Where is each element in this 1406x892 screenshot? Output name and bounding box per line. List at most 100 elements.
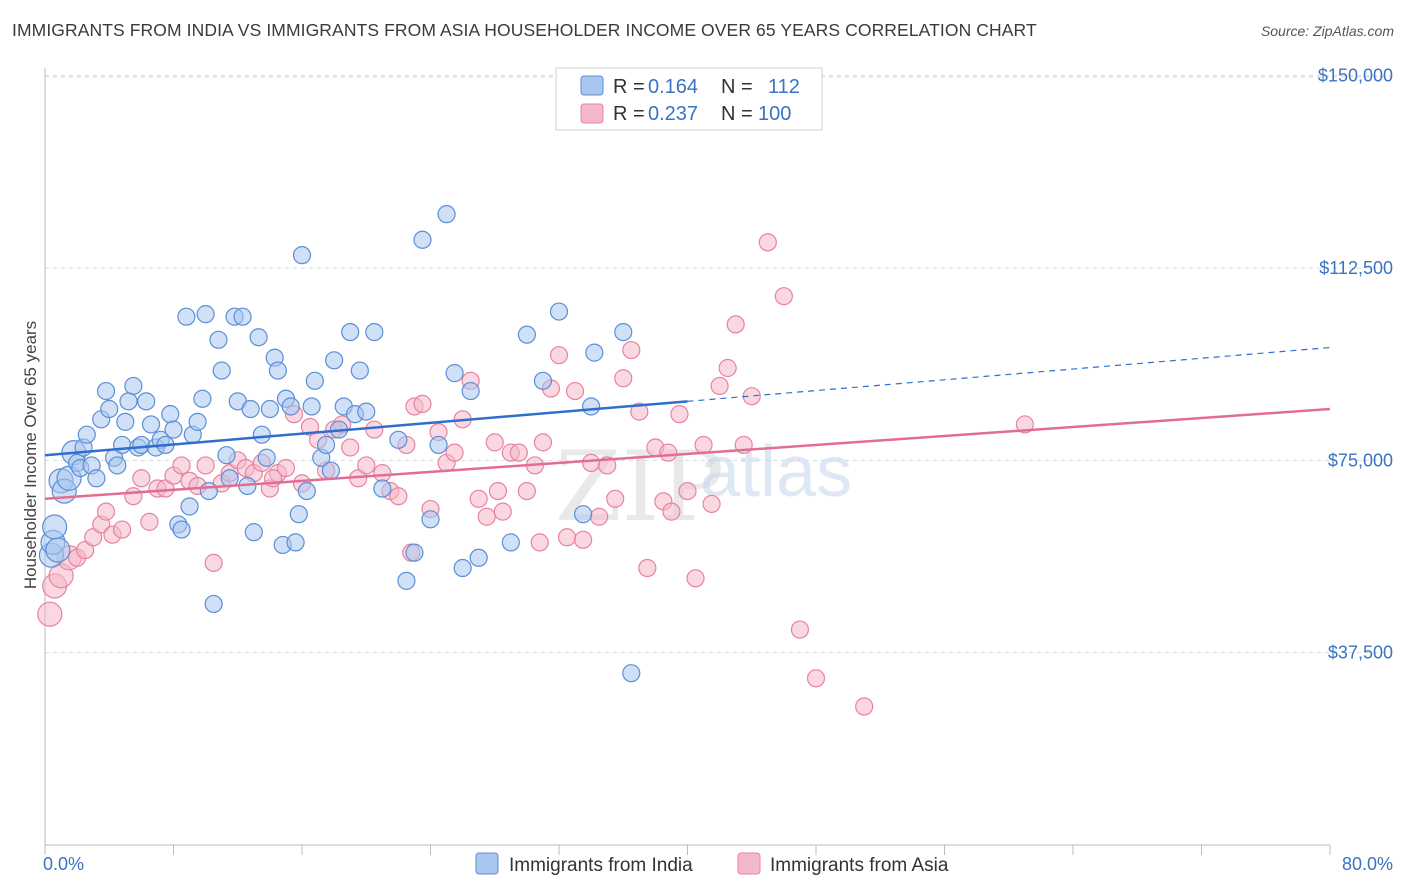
point-india-63 xyxy=(292,246,312,265)
point-asia-54 xyxy=(469,489,488,508)
point-india-3 xyxy=(45,537,71,563)
point-asia-51 xyxy=(445,443,464,462)
point-india-48 xyxy=(233,307,252,326)
point-india-13 xyxy=(87,469,106,488)
point-asia-89 xyxy=(758,233,777,252)
grid-lines xyxy=(45,75,1390,654)
point-india-80 xyxy=(397,571,416,590)
bottom-legend-swatch-asia xyxy=(737,852,761,875)
point-asia-81 xyxy=(686,569,705,588)
point-india-66 xyxy=(305,371,324,390)
point-india-97 xyxy=(614,322,633,342)
axes xyxy=(44,68,1331,855)
point-india-15 xyxy=(96,381,116,401)
point-asia-85 xyxy=(718,358,737,378)
point-india-87 xyxy=(453,558,472,578)
y-axis-label: Householder Income Over 65 years xyxy=(21,321,40,589)
point-india-51 xyxy=(244,523,263,542)
point-india-18 xyxy=(108,456,127,475)
point-india-68 xyxy=(316,435,336,455)
bottom-legend: Immigrants from India Immigrants from As… xyxy=(475,852,949,876)
series-india-points xyxy=(38,205,641,683)
point-asia-72 xyxy=(614,369,633,388)
legend-n-label-asia: N = xyxy=(721,103,753,125)
point-india-34 xyxy=(177,307,196,326)
y-tick-label-0: $37,500 xyxy=(1328,643,1393,663)
point-asia-11 xyxy=(124,487,143,506)
point-india-61 xyxy=(286,533,305,552)
point-india-55 xyxy=(260,399,279,419)
point-asia-90 xyxy=(774,287,793,306)
point-asia-12 xyxy=(132,469,151,488)
point-india-31 xyxy=(164,420,183,439)
point-india-62 xyxy=(289,505,308,524)
point-india-38 xyxy=(193,389,212,408)
point-india-25 xyxy=(137,392,156,411)
point-asia-64 xyxy=(549,346,569,365)
series-asia-points xyxy=(37,233,1034,716)
point-india-52 xyxy=(249,328,268,347)
point-india-22 xyxy=(124,376,143,396)
point-india-57 xyxy=(268,361,288,380)
point-asia-60 xyxy=(517,481,536,501)
point-india-42 xyxy=(209,330,228,349)
point-asia-42 xyxy=(373,464,392,483)
point-india-21 xyxy=(119,392,138,411)
point-asia-79 xyxy=(670,405,689,424)
point-asia-21 xyxy=(204,553,223,573)
point-india-26 xyxy=(141,415,161,434)
bottom-legend-label-asia: Immigrants from Asia xyxy=(770,855,949,876)
point-india-16 xyxy=(100,399,119,419)
legend: R = 0.164 N = 112 R = 0.237 N = 100 xyxy=(555,67,823,131)
point-india-96 xyxy=(585,343,604,362)
point-asia-99 xyxy=(488,481,508,501)
point-asia-66 xyxy=(565,381,585,401)
point-asia-6 xyxy=(84,528,103,547)
point-asia-74 xyxy=(630,402,649,421)
trend-line-india-extension xyxy=(687,346,1331,402)
point-india-91 xyxy=(517,325,536,344)
point-asia-86 xyxy=(726,315,745,334)
point-asia-94 xyxy=(1015,415,1034,434)
bottom-legend-swatch-india xyxy=(475,852,499,875)
point-asia-38 xyxy=(341,438,360,457)
point-asia-82 xyxy=(694,435,713,455)
point-asia-70 xyxy=(598,456,617,475)
point-india-70 xyxy=(325,351,344,370)
point-asia-13 xyxy=(140,512,159,531)
point-india-30 xyxy=(161,405,180,424)
point-india-19 xyxy=(112,435,132,455)
point-asia-68 xyxy=(582,453,601,472)
point-india-78 xyxy=(373,479,392,498)
point-india-65 xyxy=(302,397,321,416)
point-asia-84 xyxy=(710,376,729,396)
point-asia-71 xyxy=(606,489,625,508)
point-asia-92 xyxy=(806,669,826,688)
y-tick-label-3: $150,000 xyxy=(1318,66,1393,86)
point-india-11 xyxy=(77,425,96,444)
point-india-69 xyxy=(321,461,341,480)
point-india-98 xyxy=(622,664,641,683)
point-asia-44 xyxy=(389,487,408,506)
y-tick-label-2: $112,500 xyxy=(1319,258,1393,278)
point-india-53 xyxy=(252,425,271,444)
point-india-88 xyxy=(461,381,480,401)
legend-swatch-india xyxy=(580,75,604,96)
legend-r-label-asia: R = xyxy=(613,103,645,125)
point-asia-5 xyxy=(76,540,95,560)
point-india-79 xyxy=(389,430,408,449)
point-asia-59 xyxy=(509,443,528,462)
y-tick-labels: $37,500 $75,000 $112,500 $150,000 xyxy=(1318,66,1393,663)
point-asia-30 xyxy=(276,458,296,478)
point-india-85 xyxy=(437,205,456,224)
point-india-81 xyxy=(405,543,424,562)
point-india-50 xyxy=(241,399,260,419)
legend-n-value-india: 112 xyxy=(768,76,800,98)
point-india-35 xyxy=(180,497,199,516)
point-asia-0 xyxy=(37,601,63,627)
point-asia-73 xyxy=(622,340,641,360)
point-india-95 xyxy=(582,397,601,416)
trend-line-india xyxy=(44,400,688,457)
point-asia-10 xyxy=(112,520,132,539)
legend-n-value-asia: 100 xyxy=(758,103,791,125)
